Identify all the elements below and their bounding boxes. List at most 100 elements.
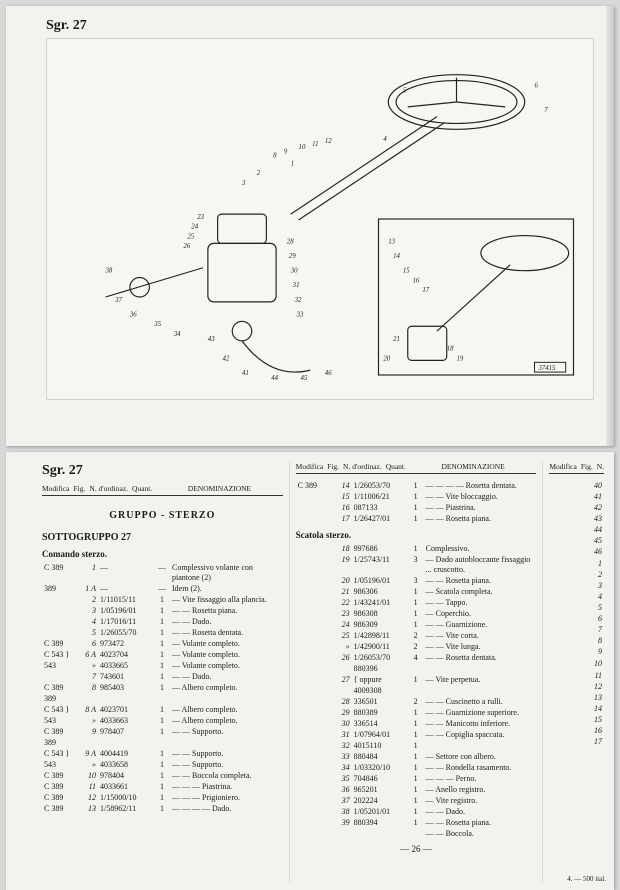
svg-text:23: 23 (197, 214, 204, 221)
page-parts-list: Sgr. 27 Modifica Fig. N. d'ordinaz. Quan… (6, 452, 614, 890)
table-row: 880396 (296, 664, 537, 675)
table-row: 15 (549, 714, 604, 725)
table-row: C 38969734721— Volante completo. (42, 638, 283, 649)
table-row: 6 (549, 613, 604, 624)
svg-text:36: 36 (129, 311, 137, 318)
table-row: 3240151101 (296, 741, 537, 752)
table-row: 77436011— — Dado. (42, 671, 283, 682)
svg-text:10: 10 (299, 144, 306, 151)
sgr-label-top: Sgr. 27 (46, 18, 594, 34)
svg-text:20: 20 (383, 355, 390, 362)
table-row: 389 (42, 693, 283, 704)
svg-text:15: 15 (403, 268, 410, 275)
table-row: 2 (549, 569, 604, 580)
table-row: C 389109784041— — Boccola completa. (42, 770, 283, 781)
table-row: 543»40336651— Volante completo. (42, 660, 283, 671)
svg-text:5: 5 (403, 87, 407, 94)
table-row: 41 (549, 491, 604, 502)
svg-text:30: 30 (290, 268, 298, 275)
page-number: — 26 — (296, 844, 537, 855)
table-row: 201/05196/013— — Rosetta piana. (296, 576, 537, 587)
svg-text:12: 12 (325, 138, 332, 145)
svg-text:29: 29 (289, 253, 296, 260)
table-row: 221/43241/011— — Tappo. (296, 598, 537, 609)
svg-text:21: 21 (393, 336, 400, 343)
table-row: 3 (549, 580, 604, 591)
svg-text:6: 6 (535, 82, 539, 89)
sgr-label-bottom: Sgr. 27 (42, 462, 283, 480)
parts-table-far: 404142434445461234567891011121314151617 (549, 480, 604, 747)
table-row: C 389141/26053/701— — — — Rosetta dentat… (296, 480, 537, 491)
group-title: GRUPPO - STERZO (42, 510, 283, 523)
svg-text:9: 9 (284, 149, 288, 156)
table-row: 398803941— — Rosetta piana. (296, 818, 537, 829)
table-row: 372022241— Vite registro. (296, 796, 537, 807)
inset-label: 37415 (537, 365, 556, 372)
table-row: 7 (549, 624, 604, 635)
svg-text:3: 3 (241, 180, 246, 187)
subgroup-title: SOTTOGRUPPO 27 (42, 532, 283, 545)
svg-text:4: 4 (383, 136, 387, 143)
table-row: 42 (549, 502, 604, 513)
table-row: 10 (549, 658, 604, 669)
table-row: 239863081— Coperchio. (296, 609, 537, 620)
table-row: »1/42900/112— — Vite lunga. (296, 642, 537, 653)
svg-text:24: 24 (191, 224, 198, 231)
table-row: C 543 }6 A40237041— Volante completo. (42, 649, 283, 660)
table-row: 338804841— Settore con albero. (296, 752, 537, 763)
table-row: 9 (549, 646, 604, 657)
table-row: 261/26053/704— — Rosetta dentata. (296, 653, 537, 664)
table-row: 40 (549, 480, 604, 491)
table-row: 249863091— — Guarnizione. (296, 620, 537, 631)
table-row: 5 (549, 602, 604, 613)
svg-text:33: 33 (296, 311, 304, 318)
parts-table-left: C 3891——Complessivo volante con piantone… (42, 562, 283, 814)
svg-text:41: 41 (242, 370, 249, 377)
column-header-left: Modifica Fig. N. d'ordinaz. Quant. DENOM… (42, 484, 283, 496)
table-row: 1 (549, 558, 604, 569)
exploded-diagram: 67 54 189 101112 23 23242526 28293031 32… (46, 38, 594, 400)
table-row: 389 (42, 737, 283, 748)
table-row: 191/25743/113— Dado autobloccante fissag… (296, 555, 537, 576)
table-row: 11 (549, 670, 604, 681)
table-row: 17 (549, 736, 604, 747)
page-edge (606, 6, 614, 446)
svg-text:16: 16 (413, 277, 420, 284)
svg-text:1: 1 (291, 160, 294, 167)
table-row: 4009308 (296, 686, 537, 697)
section-comando: Comando sterzo. (42, 549, 283, 560)
table-row: 381/05201/011— — Dado. (296, 807, 537, 818)
table-row: 298803891— — Guarnizione superiore. (296, 708, 537, 719)
table-row: 543»40336631— Albero completo. (42, 715, 283, 726)
column-header-right: Modifica Fig. N. d'ordinaz. Quant. DENOM… (296, 462, 537, 474)
table-row: C 543 }9 A40044191— — Supporto. (42, 748, 283, 759)
table-row: 219863061— Scatola completa. (296, 587, 537, 598)
table-row: 45 (549, 535, 604, 546)
section-scatola: Scatola sterzo. (296, 530, 537, 541)
table-row: C 389121/15000/101— — — Prigioniero. (42, 792, 283, 803)
table-row: 357048461— — — Perno. (296, 774, 537, 785)
table-row: 44 (549, 524, 604, 535)
page-diagram: Sgr. 27 (6, 6, 614, 446)
svg-text:26: 26 (183, 243, 190, 250)
table-row: 251/42898/112— — Vite corta. (296, 631, 537, 642)
table-row: 3891 A——Idem (2). (42, 583, 283, 594)
table-row: 31/05196/011— — Rosetta piana. (42, 605, 283, 616)
table-row: 369652011— Anello registro. (296, 785, 537, 796)
svg-text:17: 17 (422, 287, 429, 294)
svg-text:2: 2 (257, 170, 261, 177)
svg-text:19: 19 (456, 355, 463, 362)
table-row: C 543 }8 A40237011— Albero completo. (42, 704, 283, 715)
svg-text:25: 25 (187, 233, 194, 240)
table-row: 8 (549, 635, 604, 646)
svg-text:31: 31 (292, 282, 300, 289)
table-row: — — Boccola. (296, 829, 537, 840)
svg-text:18: 18 (447, 346, 454, 353)
svg-text:45: 45 (300, 375, 307, 382)
table-row: 341/03320/101— — Rondella rasamento. (296, 763, 537, 774)
svg-text:13: 13 (388, 238, 395, 245)
table-row: 160871331— — Piastrina. (296, 502, 537, 513)
table-row: 4 (549, 591, 604, 602)
parts-column-left: Sgr. 27 Modifica Fig. N. d'ordinaz. Quan… (36, 462, 290, 882)
table-row: 41/17016/111— — Dado. (42, 616, 283, 627)
